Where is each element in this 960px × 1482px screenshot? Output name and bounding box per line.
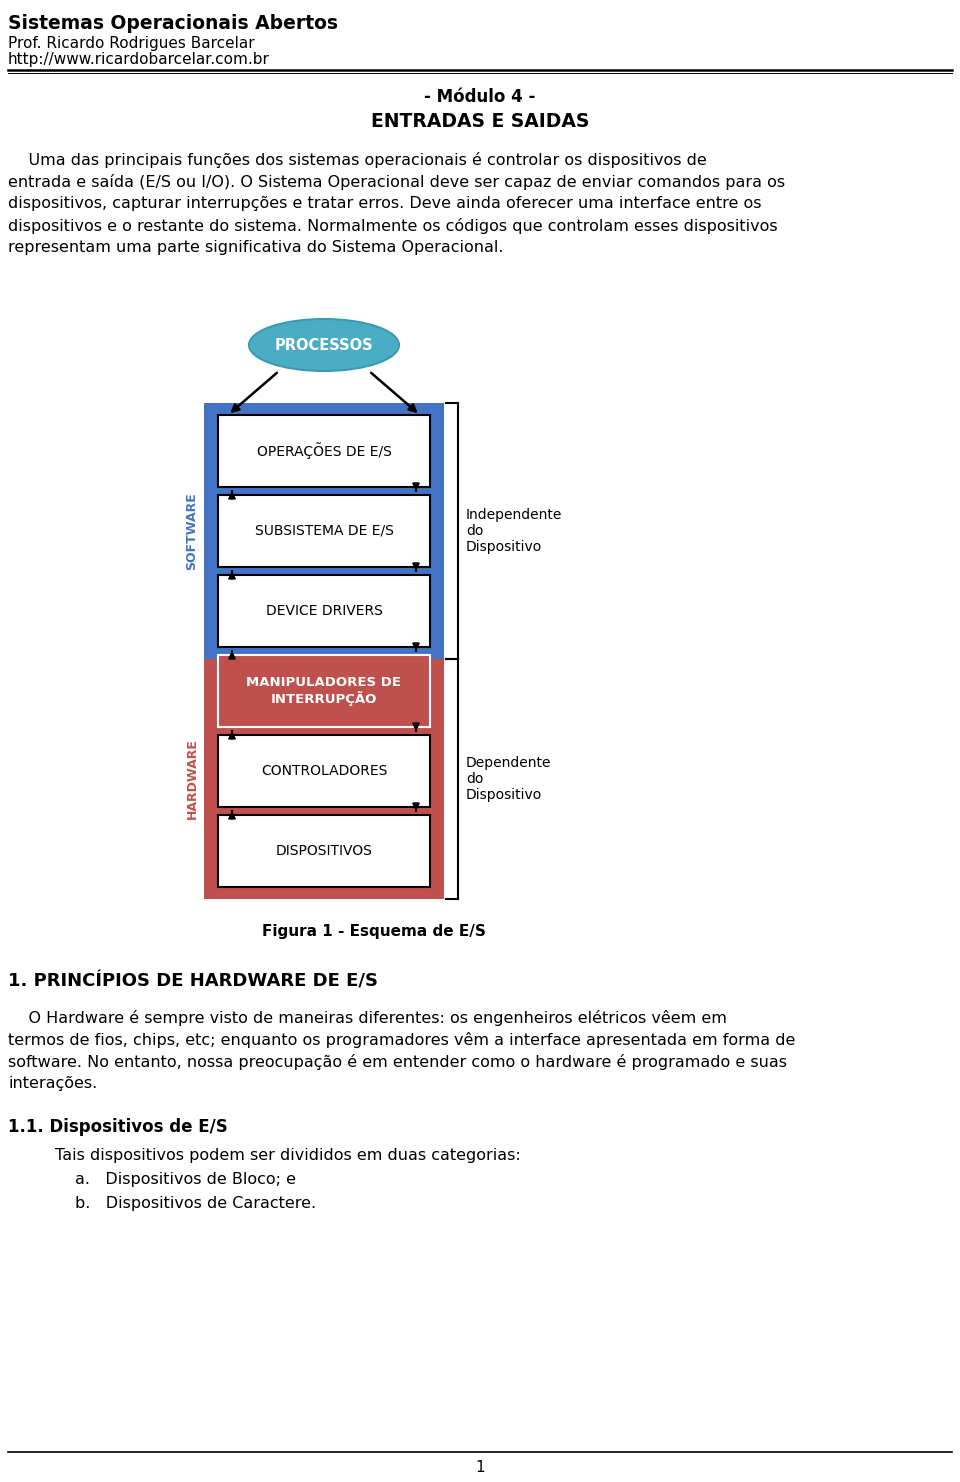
Text: termos de fios, chips, etc; enquanto os programadores vêm a interface apresentad: termos de fios, chips, etc; enquanto os … xyxy=(8,1031,796,1048)
Text: Prof. Ricardo Rodrigues Barcelar: Prof. Ricardo Rodrigues Barcelar xyxy=(8,36,254,50)
Text: dispositivos e o restante do sistema. Normalmente os códigos que controlam esses: dispositivos e o restante do sistema. No… xyxy=(8,218,778,234)
Text: entrada e saída (E/S ou I/O). O Sistema Operacional deve ser capaz de enviar com: entrada e saída (E/S ou I/O). O Sistema … xyxy=(8,173,785,190)
Bar xyxy=(204,659,444,900)
Text: SUBSISTEMA DE E/S: SUBSISTEMA DE E/S xyxy=(254,525,394,538)
Text: Tais dispositivos podem ser divididos em duas categorias:: Tais dispositivos podem ser divididos em… xyxy=(55,1149,520,1163)
Ellipse shape xyxy=(249,319,399,370)
Text: SOFTWARE: SOFTWARE xyxy=(185,492,199,571)
Text: DEVICE DRIVERS: DEVICE DRIVERS xyxy=(266,605,382,618)
Text: software. No entanto, nossa preocupação é em entender como o hardware é programa: software. No entanto, nossa preocupação … xyxy=(8,1054,787,1070)
Text: 1: 1 xyxy=(475,1460,485,1475)
Text: Figura 1 - Esquema de E/S: Figura 1 - Esquema de E/S xyxy=(262,923,486,940)
Text: interações.: interações. xyxy=(8,1076,97,1091)
Text: PROCESSOS: PROCESSOS xyxy=(275,338,373,353)
Text: O Hardware é sempre visto de maneiras diferentes: os engenheiros elétricos vêem : O Hardware é sempre visto de maneiras di… xyxy=(8,1011,727,1026)
Bar xyxy=(218,655,430,728)
Bar xyxy=(218,415,430,488)
Bar xyxy=(218,815,430,888)
Bar xyxy=(218,575,430,648)
Text: CONTROLADORES: CONTROLADORES xyxy=(261,765,387,778)
Text: OPERAÇÕES DE E/S: OPERAÇÕES DE E/S xyxy=(256,443,392,459)
Bar xyxy=(204,403,444,659)
Bar xyxy=(218,735,430,808)
Text: b.   Dispositivos de Caractere.: b. Dispositivos de Caractere. xyxy=(75,1196,316,1211)
Text: MANIPULADORES DE
INTERRUPÇÃO: MANIPULADORES DE INTERRUPÇÃO xyxy=(247,676,401,707)
Text: 1.1. Dispositivos de E/S: 1.1. Dispositivos de E/S xyxy=(8,1117,228,1137)
Text: DISPOSITIVOS: DISPOSITIVOS xyxy=(276,845,372,858)
Text: dispositivos, capturar interrupções e tratar erros. Deve ainda oferecer uma inte: dispositivos, capturar interrupções e tr… xyxy=(8,196,761,210)
Text: Uma das principais funções dos sistemas operacionais é controlar os dispositivos: Uma das principais funções dos sistemas … xyxy=(8,153,707,167)
Text: representam uma parte significativa do Sistema Operacional.: representam uma parte significativa do S… xyxy=(8,240,503,255)
Text: ENTRADAS E SAIDAS: ENTRADAS E SAIDAS xyxy=(371,113,589,130)
Text: 1. PRINCÍPIOS DE HARDWARE DE E/S: 1. PRINCÍPIOS DE HARDWARE DE E/S xyxy=(8,972,378,990)
Bar xyxy=(218,495,430,568)
Text: HARDWARE: HARDWARE xyxy=(185,738,199,820)
Text: Independente
do
Dispositivo: Independente do Dispositivo xyxy=(466,508,563,554)
Text: a.   Dispositivos de Bloco; e: a. Dispositivos de Bloco; e xyxy=(75,1172,296,1187)
Text: http://www.ricardobarcelar.com.br: http://www.ricardobarcelar.com.br xyxy=(8,52,270,67)
Text: Dependente
do
Dispositivo: Dependente do Dispositivo xyxy=(466,756,551,802)
Text: - Módulo 4 -: - Módulo 4 - xyxy=(424,87,536,107)
Text: Sistemas Operacionais Abertos: Sistemas Operacionais Abertos xyxy=(8,13,338,33)
